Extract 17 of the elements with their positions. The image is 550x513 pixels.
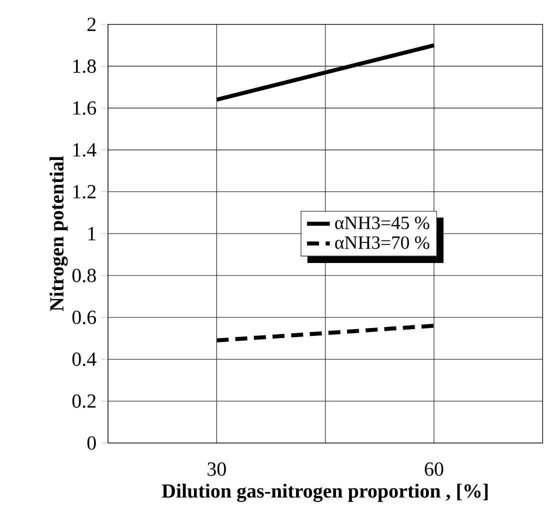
legend-label: αNH3=70 % xyxy=(335,236,430,249)
y-tick-label: 1.6 xyxy=(73,101,96,115)
y-axis-title: Nitrogen potential xyxy=(50,156,68,312)
y-tick-label: 1.4 xyxy=(73,143,96,157)
y-tick-label: 1 xyxy=(88,227,96,240)
y-tick-label: 0 xyxy=(87,436,96,450)
y-tick-label: 1.2 xyxy=(73,185,96,199)
x-tick-label: 60 xyxy=(424,462,444,476)
y-tick-label: 0.2 xyxy=(72,394,96,408)
y-tick-label: 0.8 xyxy=(72,268,96,282)
legend-label: αNH3=45 % xyxy=(335,216,430,230)
y-tick-label: 0.4 xyxy=(72,352,96,366)
y-tick-label: 0.6 xyxy=(72,310,96,324)
x-axis-title: Dilution gas-nitrogen proportion , [%] xyxy=(162,484,488,502)
x-tick-label: 30 xyxy=(208,462,226,476)
y-tick-label: 2 xyxy=(88,18,96,31)
y-tick-label: 1.8 xyxy=(73,59,96,73)
